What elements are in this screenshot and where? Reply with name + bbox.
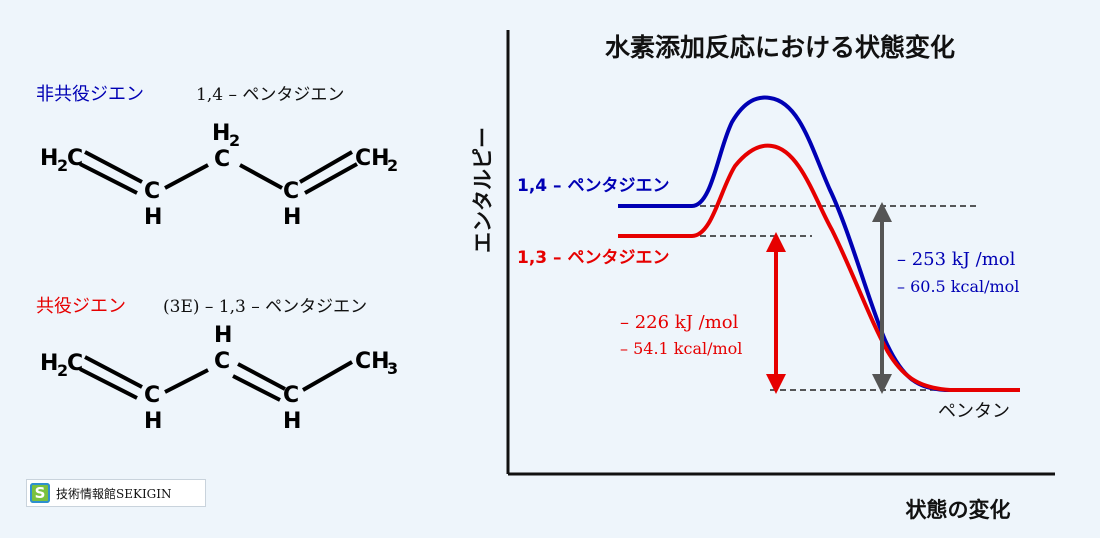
bond-double-a1 [84,150,143,184]
atom-ch2-mid-h: H [212,121,230,146]
atom-ch2-mid-sub: 2 [229,131,240,150]
bond-single-1 [164,163,209,190]
bond-double-b1 [299,150,353,184]
atom-h2c-left-c: C [67,146,83,171]
atom-ch-c-h: H [144,409,162,434]
sekigin-logo[interactable]: S 技術情報館SEKIGIN [26,479,206,507]
product-label: ペンタン [938,401,1010,422]
bond-double-a2 [79,162,138,195]
conjugated-diene-label: 共役ジエン [36,296,126,317]
atom-ch-c-c: C [144,383,160,408]
conjugated-structure: H 2 C C H H C C H CH 3 [40,323,398,434]
conjugated-diene-header: 共役ジエン (3E) – 1,3 – ペンタジエン [36,296,367,317]
nonconjugated-diene-header: 非共役ジエン 1,4 – ペンタジエン [36,84,344,105]
atom-h2c-left2-c: C [67,351,83,376]
atom-ch2-mid-c: C [214,147,230,172]
logo-text: 技術情報館SEKIGIN [56,486,172,501]
atom-ch2-right: CH [355,146,390,171]
nonconjugated-structure: H 2 C C H H 2 C C H CH 2 [40,121,398,230]
bond-double-c1 [84,355,143,389]
energy-diene13-kj: – 226 kJ /mol [620,312,739,333]
bond-double-b2 [304,162,358,195]
atom-ch2-right-sub: 2 [387,156,398,175]
atom-ch3-right-sub: 3 [387,359,398,378]
nonconjugated-diene-label: 非共役ジエン [36,84,144,105]
atom-ch-mid-c: C [214,349,230,374]
atom-ch-a-c: C [144,179,160,204]
atom-ch-b-h: H [283,205,301,230]
atom-h2c-left-h: H [40,146,58,171]
atom-ch-d-h: H [283,409,301,434]
bond-single-4 [302,360,353,392]
atom-ch3-right: CH [355,349,390,374]
atom-h2c-left2-h: H [40,351,58,376]
nonconjugated-diene-name: 1,4 – ペンタジエン [196,85,344,105]
x-axis-label: 状態の変化 [906,498,1011,522]
bond-single-3 [164,368,209,394]
bond-double-d1 [237,362,286,391]
bond-double-d2 [232,374,281,402]
curve-diene13-label: 1,3 – ペンタジエン [517,248,669,268]
atom-ch-d-c: C [283,383,299,408]
atom-h2c-left2-sub: 2 [57,361,68,380]
logo-mark-icon: S [30,483,50,503]
y-axis-label: エンタルピー [471,127,495,253]
bond-single-2 [239,163,283,190]
curve-diene14-label: 1,4 – ペンタジエン [517,176,669,196]
atom-ch-b-c: C [283,179,299,204]
atom-h2c-left-sub: 2 [57,156,68,175]
atom-ch-a-h: H [144,205,162,230]
bond-double-c2 [79,367,138,400]
energy-diene14-kj: – 253 kJ /mol [897,249,1016,270]
energy-diene14-kcal: – 60.5 kcal/mol [897,277,1019,296]
atom-ch-mid-h: H [214,323,232,348]
energy-diene13-kcal: – 54.1 kcal/mol [620,339,742,358]
conjugated-diene-name: (3E) – 1,3 – ペンタジエン [163,297,367,317]
diagram-title: 水素添加反応における状態変化 [605,33,955,62]
